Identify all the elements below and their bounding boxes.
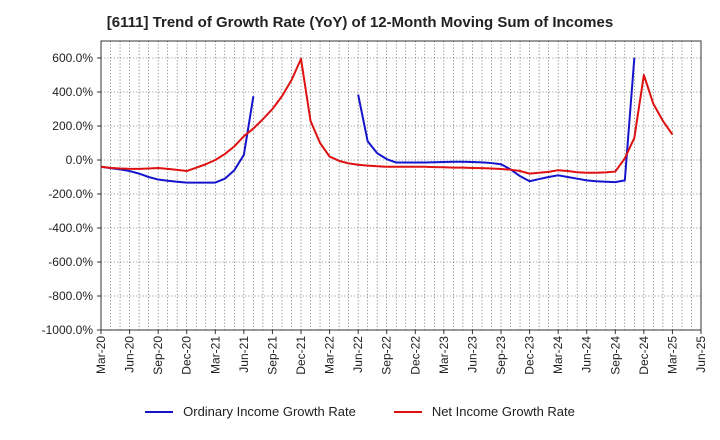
x-tick-label: Dec-22 xyxy=(408,336,422,375)
series-net-income xyxy=(100,57,674,175)
x-tick-label: Jun-21 xyxy=(237,336,251,373)
series-ordinary-income xyxy=(100,57,636,184)
y-tick-label: -600.0% xyxy=(48,255,93,269)
grid-lines xyxy=(101,41,701,330)
x-tick-label: Dec-20 xyxy=(180,336,194,375)
x-tick-label: Mar-20 xyxy=(94,336,108,374)
legend-item-net-income: Net Income Growth Rate xyxy=(393,404,575,419)
series-lines xyxy=(100,57,674,184)
y-tick-label: 600.0% xyxy=(52,51,93,65)
x-tick-label: Dec-21 xyxy=(294,336,308,375)
legend-item-ordinary-income: Ordinary Income Growth Rate xyxy=(145,404,356,419)
plot-frame xyxy=(100,40,702,331)
legend-label-net-income: Net Income Growth Rate xyxy=(431,404,575,419)
y-tick-label: 0.0% xyxy=(66,153,94,167)
y-tick-label: -800.0% xyxy=(48,289,93,303)
x-tick-label: Jun-24 xyxy=(580,336,594,373)
x-axis-ticks: Mar-20 Jun-20 Sep-20 Dec-20 Mar-21 Jun-21 Sep-… xyxy=(94,330,708,375)
x-tick-label: Sep-20 xyxy=(151,336,165,375)
line-net-income xyxy=(100,57,674,175)
x-tick-label: Dec-24 xyxy=(637,336,651,375)
y-tick-label: -1000.0% xyxy=(42,323,94,337)
x-tick-label: Mar-24 xyxy=(551,336,565,374)
x-tick-label: Mar-22 xyxy=(323,336,337,374)
x-tick-label: Jun-22 xyxy=(351,336,365,373)
x-tick-label: Jun-25 xyxy=(694,336,708,373)
x-tick-label: Mar-21 xyxy=(208,336,222,374)
x-tick-label: Sep-21 xyxy=(265,336,279,375)
y-tick-label: -400.0% xyxy=(48,221,93,235)
x-tick-label: Dec-23 xyxy=(523,336,537,375)
x-tick-label: Mar-23 xyxy=(437,336,451,374)
legend-swatch-ordinary-income xyxy=(145,410,174,413)
x-tick-label: Jun-20 xyxy=(123,336,137,373)
legend: Ordinary Income Growth Rate Net Income G… xyxy=(0,404,720,419)
y-tick-label: -200.0% xyxy=(48,187,93,201)
x-tick-label: Sep-24 xyxy=(608,336,622,375)
line-chart: 600.0% 400.0% 200.0% 0.0% -200.0% -400.0% -600… xyxy=(42,40,708,375)
y-tick-label: 400.0% xyxy=(52,85,93,99)
y-axis-ticks: 600.0% 400.0% 200.0% 0.0% -200.0% -400.0% -600… xyxy=(42,51,101,337)
chart-title: [6111] Trend of Growth Rate (YoY) of 12-… xyxy=(106,14,614,31)
x-tick-label: Sep-23 xyxy=(494,336,508,375)
x-tick-label: Mar-25 xyxy=(665,336,679,374)
y-tick-label: 200.0% xyxy=(52,119,93,133)
x-tick-label: Sep-22 xyxy=(380,336,394,375)
line-ordinary-income xyxy=(357,57,636,184)
legend-swatch-net-income xyxy=(393,410,422,413)
x-tick-label: Jun-23 xyxy=(465,336,479,373)
plot-border xyxy=(100,40,702,331)
legend-label-ordinary-income: Ordinary Income Growth Rate xyxy=(183,404,356,419)
line-ordinary-income xyxy=(100,96,255,184)
